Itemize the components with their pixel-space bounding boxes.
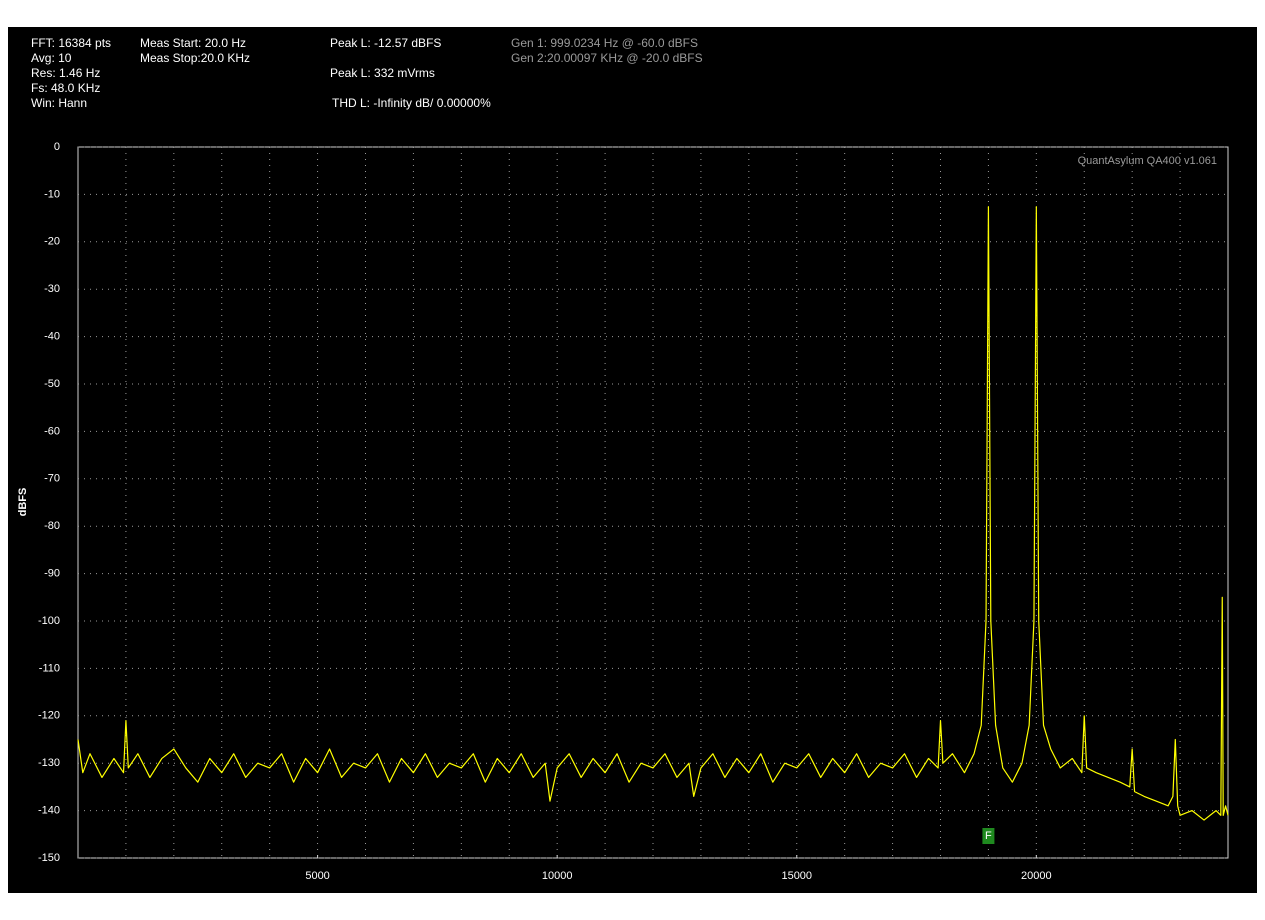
y-tick-label: -100 bbox=[38, 615, 60, 627]
info-text: FFT: 16384 pts bbox=[31, 36, 111, 50]
y-tick-label: -80 bbox=[44, 520, 60, 532]
y-tick-label: -150 bbox=[38, 852, 60, 864]
info-text: THD L: -Infinity dB/ 0.00000% bbox=[332, 96, 491, 110]
y-tick-label: -120 bbox=[38, 710, 60, 722]
x-tick-label: 15000 bbox=[781, 870, 812, 882]
y-tick-label: -110 bbox=[39, 662, 60, 674]
y-tick-label: -70 bbox=[44, 473, 60, 485]
y-tick-label: -90 bbox=[44, 568, 60, 580]
y-tick-label: -130 bbox=[38, 757, 60, 769]
x-tick-label: 5000 bbox=[305, 870, 329, 882]
y-tick-label: -30 bbox=[44, 283, 60, 295]
info-text: Gen 1: 999.0234 Hz @ -60.0 dBFS bbox=[511, 36, 698, 50]
y-tick-label: -140 bbox=[38, 805, 60, 817]
y-axis-label: dBFS bbox=[17, 488, 29, 517]
frequency-marker bbox=[982, 828, 995, 844]
info-text: Meas Start: 20.0 Hz bbox=[140, 36, 246, 50]
info-text: Peak L: -12.57 dBFS bbox=[330, 36, 441, 50]
y-tick-label: -60 bbox=[44, 425, 60, 437]
watermark: QuantAsylum QA400 v1.061 bbox=[1078, 155, 1217, 167]
info-text: Res: 1.46 Hz bbox=[31, 66, 100, 80]
panel bbox=[8, 27, 1257, 893]
spectrum-line bbox=[77, 206, 1229, 821]
y-tick-label: -50 bbox=[44, 378, 60, 390]
info-text: Fs: 48.0 KHz bbox=[31, 81, 100, 95]
y-tick-label: -40 bbox=[44, 331, 60, 343]
info-text: Meas Stop:20.0 KHz bbox=[140, 51, 250, 65]
info-text: Win: Hann bbox=[31, 96, 87, 110]
info-text: Avg: 10 bbox=[31, 51, 72, 65]
x-tick-label: 10000 bbox=[542, 870, 573, 882]
x-tick-label: 20000 bbox=[1021, 870, 1052, 882]
marker-label: F bbox=[985, 830, 992, 842]
y-tick-label: 0 bbox=[54, 141, 60, 153]
y-tick-label: -10 bbox=[44, 188, 60, 200]
info-text: Peak L: 332 mVrms bbox=[330, 66, 435, 80]
y-tick-label: -20 bbox=[44, 236, 60, 248]
info-text: Gen 2:20.00097 KHz @ -20.0 dBFS bbox=[511, 51, 703, 65]
